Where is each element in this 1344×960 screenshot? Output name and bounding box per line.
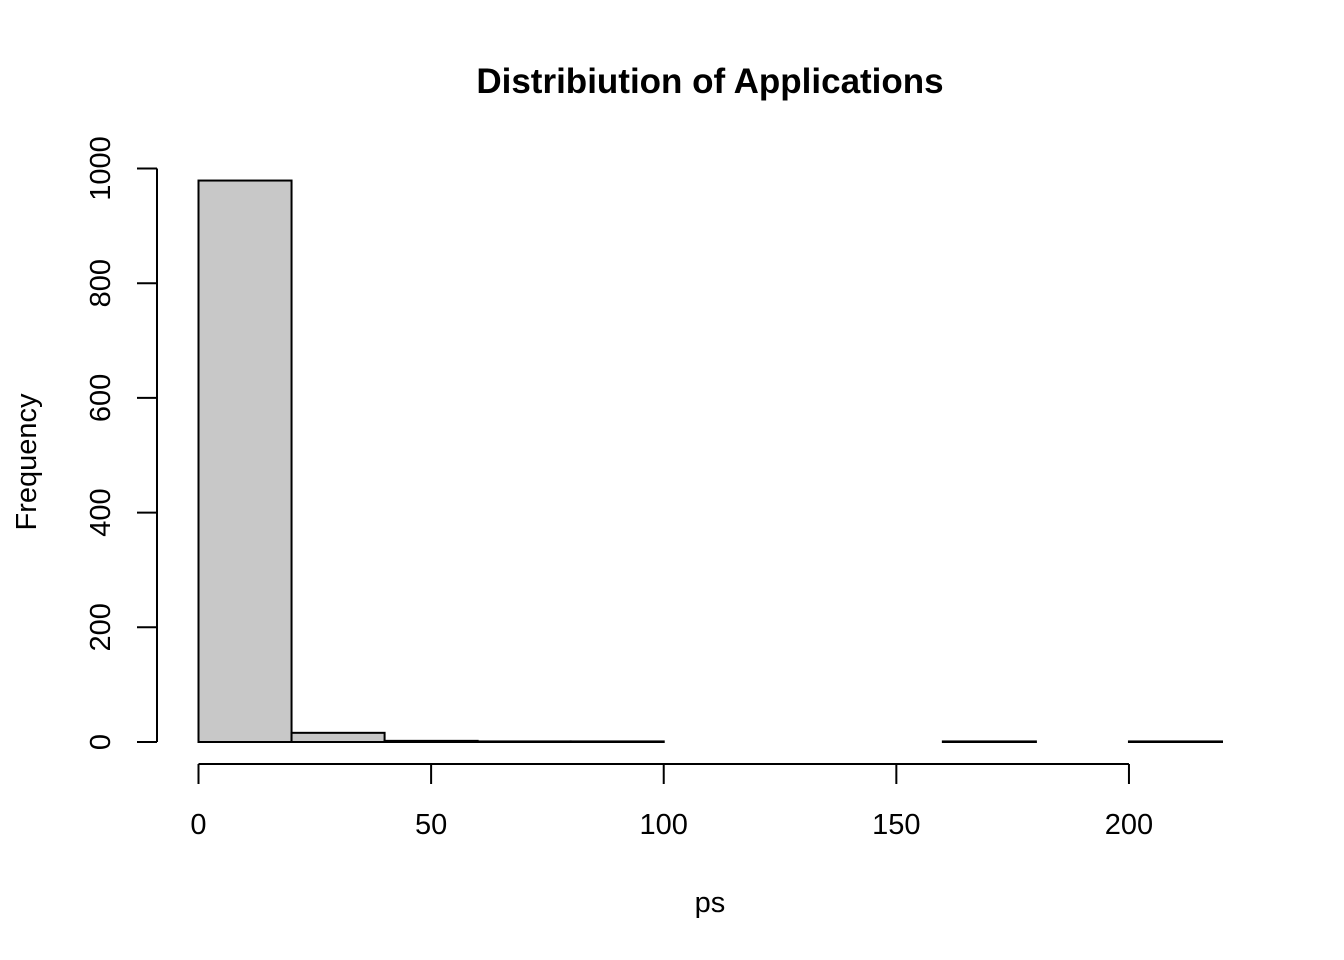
- y-tick-label: 0: [85, 734, 117, 750]
- bars-group: [197, 179, 1224, 744]
- x-tick-label: 200: [1105, 809, 1153, 841]
- histogram-bar: [941, 740, 1037, 744]
- histogram-bar: [476, 740, 572, 744]
- histogram-bar: [197, 179, 293, 743]
- y-axis: 0 200 400 600 800 1000: [85, 136, 158, 750]
- histogram-bar: [569, 740, 665, 744]
- chart-title: Distribiution of Applications: [476, 62, 943, 101]
- histogram-bar: [290, 731, 386, 743]
- x-axis: 0 50 100 150 200: [190, 763, 1153, 841]
- y-tick-label: 800: [85, 259, 117, 307]
- histogram-bar: [1127, 740, 1224, 744]
- x-tick-label: 50: [415, 809, 447, 841]
- y-tick-label: 200: [85, 603, 117, 651]
- y-tick-label: 1000: [85, 136, 117, 201]
- histogram-bar: [383, 739, 479, 744]
- x-tick-label: 0: [190, 809, 206, 841]
- y-axis-label: Frequency: [11, 393, 43, 531]
- y-tick-label: 600: [85, 374, 117, 422]
- x-tick-label: 100: [640, 809, 688, 841]
- x-tick-label: 150: [872, 809, 920, 841]
- y-tick-label: 400: [85, 488, 117, 536]
- x-axis-label: ps: [695, 887, 726, 919]
